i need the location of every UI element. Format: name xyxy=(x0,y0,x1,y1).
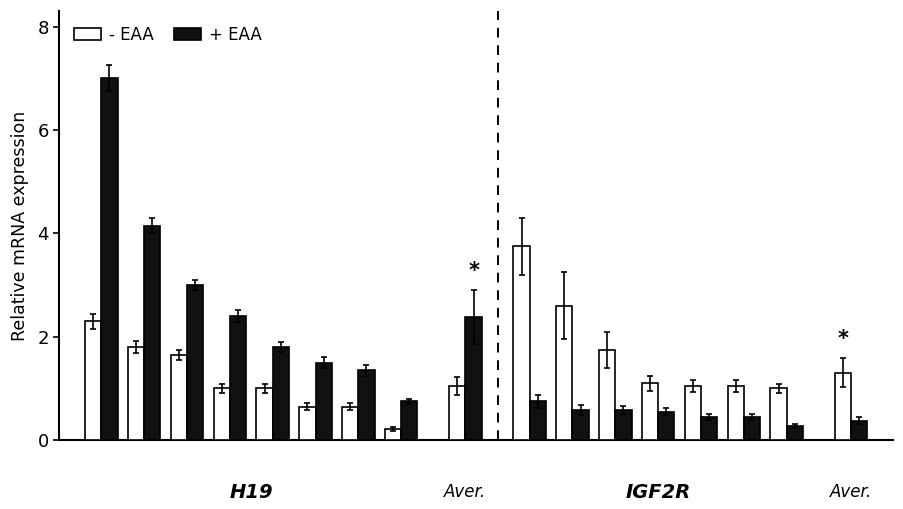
Bar xyxy=(171,355,187,440)
Bar xyxy=(385,429,401,440)
Bar xyxy=(700,417,716,440)
Bar xyxy=(850,420,866,440)
Bar xyxy=(786,426,802,440)
Bar xyxy=(599,350,615,440)
Bar xyxy=(341,407,358,440)
Legend: - EAA, + EAA: - EAA, + EAA xyxy=(68,19,268,51)
Bar xyxy=(273,347,289,440)
Text: Aver.: Aver. xyxy=(444,483,486,500)
Bar xyxy=(256,388,273,440)
Text: *: * xyxy=(468,261,479,281)
Bar xyxy=(101,78,117,440)
Bar xyxy=(127,347,144,440)
Bar xyxy=(229,316,246,440)
Text: Aver.: Aver. xyxy=(829,483,871,500)
Bar xyxy=(727,386,743,440)
Text: IGF2R: IGF2R xyxy=(625,483,690,501)
Bar xyxy=(615,410,631,440)
Bar xyxy=(358,371,374,440)
Bar xyxy=(657,412,674,440)
Bar xyxy=(684,386,700,440)
Bar xyxy=(833,373,850,440)
Text: *: * xyxy=(836,329,847,349)
Bar xyxy=(513,246,529,440)
Y-axis label: Relative mRNA expression: Relative mRNA expression xyxy=(11,110,29,341)
Bar xyxy=(743,417,759,440)
Bar xyxy=(85,321,101,440)
Bar xyxy=(187,285,203,440)
Bar xyxy=(465,317,481,440)
Bar xyxy=(449,386,465,440)
Bar xyxy=(315,362,331,440)
Bar xyxy=(299,407,315,440)
Bar xyxy=(641,383,657,440)
Bar xyxy=(529,402,545,440)
Bar xyxy=(555,306,572,440)
Bar xyxy=(572,410,588,440)
Text: H19: H19 xyxy=(229,483,273,501)
Bar xyxy=(144,225,160,440)
Bar xyxy=(401,402,417,440)
Bar xyxy=(769,388,786,440)
Bar xyxy=(213,388,229,440)
